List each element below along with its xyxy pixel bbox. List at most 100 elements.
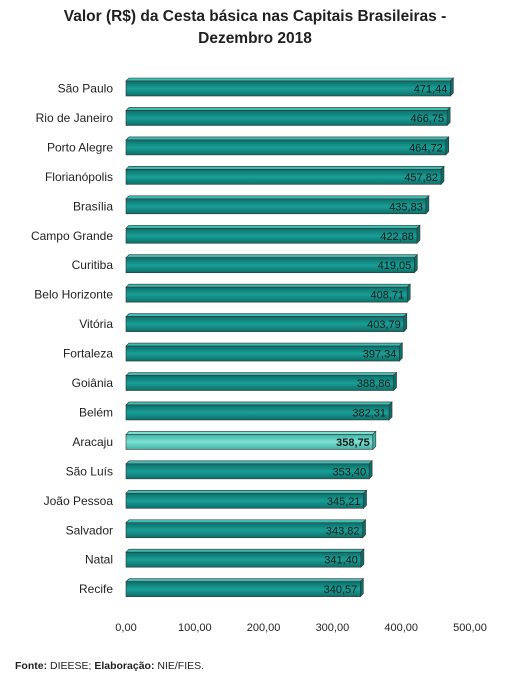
- bar-side-face: [363, 489, 367, 510]
- data-label: 388,86: [357, 378, 391, 390]
- data-label: 457,82: [404, 172, 438, 184]
- category-label: Goiânia: [72, 376, 114, 390]
- bar-top-face: [125, 254, 419, 259]
- data-label: 422,88: [380, 231, 414, 243]
- category-label: Brasília: [73, 199, 113, 213]
- bar-side-face: [414, 253, 418, 274]
- data-label: 353,40: [332, 466, 366, 478]
- bar-side-face: [388, 401, 393, 421]
- data-label: 397,34: [363, 349, 397, 361]
- data-label: 340,57: [324, 584, 358, 596]
- bar-top-face: [125, 578, 365, 582]
- category-label: João Pessoa: [44, 494, 114, 508]
- category-label: Curitiba: [72, 258, 114, 272]
- data-label: 345,21: [327, 496, 361, 508]
- bar: [125, 110, 448, 126]
- bar: [125, 286, 408, 303]
- x-tick-label: 500,00: [453, 622, 487, 634]
- bar: [125, 345, 400, 362]
- bar: [125, 80, 451, 97]
- category-label: Natal: [85, 553, 113, 567]
- bar: [125, 227, 418, 244]
- category-label: Florianópolis: [45, 170, 113, 184]
- bar-top-face: [125, 136, 450, 141]
- data-label: 343,82: [326, 525, 360, 537]
- category-label: Recife: [79, 582, 113, 596]
- data-label: 341,40: [324, 555, 358, 567]
- bar: [125, 257, 415, 274]
- bar: [125, 169, 442, 185]
- bar-top-face: [125, 166, 445, 170]
- bar-side-face: [446, 106, 451, 127]
- x-tick-label: 100,00: [178, 622, 212, 634]
- category-label: Campo Grande: [31, 229, 113, 243]
- bar-top-face: [125, 283, 411, 288]
- bar: [125, 375, 394, 391]
- bar: [125, 198, 427, 215]
- data-label: 471,44: [414, 84, 448, 96]
- bar-side-face: [425, 195, 430, 215]
- bar-side-face: [393, 371, 397, 392]
- bar-top-face: [125, 77, 455, 82]
- bar-side-face: [360, 577, 364, 598]
- category-label: Belém: [79, 405, 113, 419]
- data-label: 435,83: [389, 201, 423, 213]
- data-label: 382,31: [352, 407, 386, 419]
- elaboration-label: Elaboração:: [94, 660, 155, 672]
- chart-title-line-2: Dezembro 2018: [198, 30, 312, 47]
- bar: [125, 463, 370, 480]
- data-label: 408,71: [371, 290, 405, 302]
- bar: [125, 316, 405, 332]
- bar-top-face: [125, 342, 404, 347]
- bar-top-face: [125, 548, 365, 553]
- bar: [125, 139, 447, 156]
- bar-side-face: [368, 460, 373, 480]
- data-label: 403,79: [367, 319, 401, 331]
- bar-side-face: [399, 342, 403, 362]
- bar-top-face: [125, 519, 367, 524]
- bar-side-face: [450, 77, 454, 97]
- bar: [125, 492, 364, 509]
- bar: [125, 522, 363, 539]
- bar-side-face: [403, 312, 408, 333]
- data-label: 419,05: [378, 260, 412, 272]
- category-label: Porto Alegre: [47, 140, 113, 154]
- category-label: Rio de Janeiro: [36, 111, 114, 125]
- source-label: Fonte:: [15, 660, 48, 672]
- bar-top-face: [125, 224, 421, 229]
- bar-top-face: [125, 313, 408, 317]
- bar-side-face: [360, 548, 365, 568]
- x-tick-label: 300,00: [316, 622, 350, 634]
- chart-title: Valor (R$) da Cesta básica nas Capitais …: [0, 6, 510, 50]
- bar-top-face: [125, 431, 377, 435]
- bar-side-face: [440, 165, 445, 186]
- category-label: Vitória: [79, 317, 113, 331]
- category-label: Aracaju: [72, 435, 113, 449]
- bar: [125, 404, 390, 421]
- bar: [125, 551, 362, 568]
- bar: [125, 581, 361, 597]
- bar-top-face: [125, 401, 393, 406]
- x-tick-label: 400,00: [384, 622, 418, 634]
- bar-side-face: [445, 136, 450, 156]
- data-label: 358,75: [336, 437, 370, 449]
- category-label: Belo Horizonte: [34, 288, 113, 302]
- bar-top-face: [125, 372, 398, 376]
- bar-top-face: [125, 107, 451, 111]
- source-note: Fonte: DIEESE; Elaboração: NIE/FIES.: [15, 660, 204, 672]
- bar-side-face: [372, 430, 377, 451]
- data-label: 466,75: [410, 113, 444, 125]
- bar-side-face: [406, 283, 411, 303]
- category-label: São Luís: [66, 464, 113, 478]
- category-label: São Paulo: [58, 82, 114, 96]
- x-tick-label: 0,00: [115, 622, 136, 634]
- bar-side-face: [362, 519, 366, 539]
- data-label: 464,72: [409, 142, 443, 154]
- source-text: DIEESE;: [47, 660, 95, 672]
- x-tick-label: 200,00: [247, 622, 281, 634]
- bar-side-face: [416, 224, 421, 244]
- category-label: Salvador: [66, 523, 113, 537]
- bar: [125, 434, 374, 450]
- chart-title-line-1: Valor (R$) da Cesta básica nas Capitais …: [63, 8, 447, 25]
